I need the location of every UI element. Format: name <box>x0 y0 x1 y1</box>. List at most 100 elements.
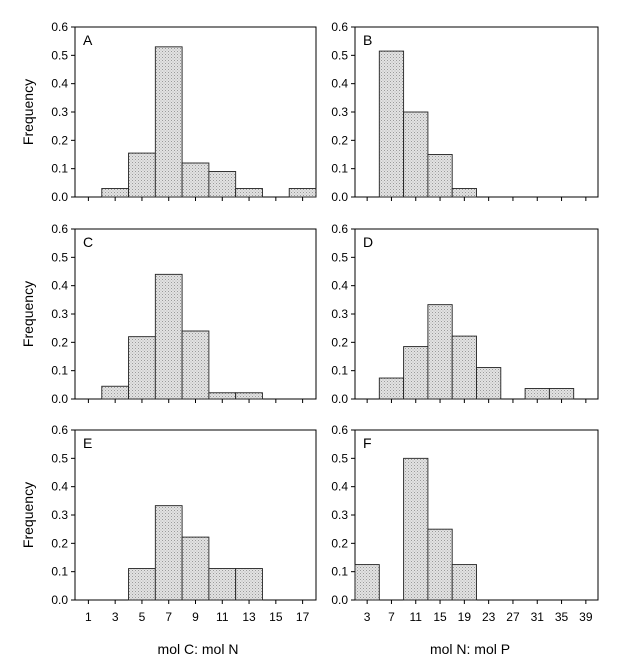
panel-c-bar-4 <box>181 330 210 400</box>
panel-a-ytick-label-3: 0.3 <box>51 105 68 119</box>
panel-d-bar-1 <box>378 377 405 400</box>
panel-d-bar-8 <box>548 388 575 400</box>
panel-b-bar-2 <box>403 111 429 198</box>
panel-a-ytick-label-1: 0.1 <box>51 162 68 176</box>
panel-f-xtick-label-4: 19 <box>458 610 472 624</box>
panel-a-bar-1 <box>101 188 130 198</box>
panel-d-bar-7 <box>524 388 550 400</box>
panel-f-bar-3 <box>403 457 429 601</box>
panel-f-ytick-label-0: 0.0 <box>331 593 348 607</box>
panel-f-xtick-label-3: 15 <box>433 610 447 624</box>
panel-b-bar-3 <box>427 154 453 198</box>
panel-f-ytick-label-6: 0.6 <box>331 423 348 437</box>
panel-a-bar-4 <box>181 162 210 198</box>
panel-c-ytick-label-6: 0.6 <box>51 222 68 236</box>
panel-e-bar-2 <box>154 505 183 601</box>
panel-e-xtick-label-7: 15 <box>269 610 283 624</box>
panel-d-ytick-label-4: 0.4 <box>331 279 348 293</box>
panel-d-bar-5 <box>476 367 502 400</box>
panel-a-ytick-label-5: 0.5 <box>51 48 68 62</box>
panel-a-bar-8 <box>288 188 317 198</box>
panel-e-ytick-label-1: 0.1 <box>51 565 68 579</box>
panel-d-bar-3 <box>427 304 453 400</box>
panel-a-ytick-label-6: 0.6 <box>51 20 68 34</box>
panel-c-ytick-label-5: 0.5 <box>51 250 68 264</box>
panel-d: 0.0 0.1 0.2 0.3 0.4 0.5 0.6 D <box>331 222 599 406</box>
x-axis-title-left: mol C: mol N <box>158 641 239 657</box>
panel-f-ytick-label-5: 0.5 <box>331 451 348 465</box>
panel-e-xtick-label-5: 11 <box>216 610 229 624</box>
panel-f-ytick-label-4: 0.4 <box>331 480 348 494</box>
panel-f-xtick-label-8: 35 <box>555 610 569 624</box>
panel-e-xtick-label-2: 5 <box>139 610 146 624</box>
panel-e-ytick-label-5: 0.5 <box>51 451 68 465</box>
panel-a: 0.0 0.1 0.2 0.3 0.4 0.5 0.6 A Frequency <box>20 20 317 204</box>
panel-e-bar-1 <box>128 568 156 601</box>
panel-e-letter: E <box>83 435 92 451</box>
panel-e-ytick-label-3: 0.3 <box>51 508 68 522</box>
panel-a-bar-3 <box>154 46 183 198</box>
panel-b-ytick-label-6: 0.6 <box>331 20 348 34</box>
panel-e-y-axis-title: Frequency <box>20 482 36 548</box>
panel-b-letter: B <box>363 32 372 48</box>
panel-e-xtick-label-1: 3 <box>112 610 119 624</box>
panel-b-ytick-label-5: 0.5 <box>331 48 348 62</box>
panel-f-ytick-label-1: 0.1 <box>331 565 348 579</box>
panel-e-ytick-label-6: 0.6 <box>51 423 68 437</box>
panel-c-bar-6 <box>235 392 263 400</box>
panel-f-ytick-label-2: 0.2 <box>331 536 348 550</box>
panel-c-ytick-label-2: 0.2 <box>51 335 68 349</box>
panel-d-bar-4 <box>451 335 477 400</box>
panel-d-ytick-label-3: 0.3 <box>331 307 348 321</box>
panel-c-bar-5 <box>208 392 237 400</box>
panel-a-ytick-label-4: 0.4 <box>51 77 68 91</box>
panel-b-ytick-label-0: 0.0 <box>331 190 348 204</box>
panel-f-xtick-label-9: 39 <box>579 610 593 624</box>
panel-f-xtick-label-7: 31 <box>531 610 545 624</box>
panel-c-letter: C <box>83 234 93 250</box>
panel-d-ytick-label-2: 0.2 <box>331 335 348 349</box>
panel-c-bar-1 <box>101 385 130 400</box>
panel-e-ytick-label-2: 0.2 <box>51 536 68 550</box>
panel-a-ytick-label-2: 0.2 <box>51 133 68 147</box>
panel-f-letter: F <box>363 435 372 451</box>
panel-c-ytick-label-0: 0.0 <box>51 392 68 406</box>
panel-d-ytick-label-1: 0.1 <box>331 364 348 378</box>
panel-d-bar-2 <box>403 346 429 400</box>
panel-c-bar-2 <box>128 336 156 400</box>
panel-e: 0.00.10.20.30.40.50.61 3 5 7 9 11 13 15 17EFrequ… <box>20 423 317 624</box>
panel-f-xtick-label-0: 3 <box>364 610 371 624</box>
panel-c-ytick-label-4: 0.4 <box>51 279 68 293</box>
panel-b: 0.0 0.1 0.2 0.3 0.4 0.5 0.6 B <box>331 20 599 204</box>
panel-e-xtick-label-3: 7 <box>165 610 172 624</box>
panel-b-ytick-label-3: 0.3 <box>331 105 348 119</box>
panel-c-ytick-label-1: 0.1 <box>51 364 68 378</box>
panel-a-bar-5 <box>208 171 237 198</box>
panel-e-xtick-label-0: 1 <box>85 610 92 624</box>
panel-e-xtick-label-6: 13 <box>242 610 256 624</box>
panel-f-bar-4 <box>427 528 453 601</box>
panel-e-bar-3 <box>181 536 210 601</box>
panel-e-xtick-label-4: 9 <box>192 610 199 624</box>
panel-f-xtick-label-6: 27 <box>506 610 520 624</box>
x-axis-title-right: mol N: mol P <box>430 641 510 657</box>
panel-d-ytick-label-5: 0.5 <box>331 250 348 264</box>
panel-e-xtick-label-8: 17 <box>296 610 310 624</box>
panel-c-bar-3 <box>154 273 183 400</box>
panel-b-bar-1 <box>378 50 405 198</box>
panel-f-xtick-label-5: 23 <box>482 610 496 624</box>
panel-f-xtick-label-2: 11 <box>410 610 423 624</box>
panel-b-bar-4 <box>451 188 477 198</box>
panel-d-ytick-label-6: 0.6 <box>331 222 348 236</box>
panel-b-ytick-label-1: 0.1 <box>331 162 348 176</box>
panel-c-ytick-label-3: 0.3 <box>51 307 68 321</box>
panel-f-ytick-label-3: 0.3 <box>331 508 348 522</box>
panel-b-ytick-label-2: 0.2 <box>331 133 348 147</box>
panel-c: 0.0 0.1 0.2 0.3 0.4 0.5 0.6 C Frequency <box>20 222 317 406</box>
panel-e-bar-4 <box>208 568 237 601</box>
panel-f-xtick-label-1: 7 <box>388 610 395 624</box>
panel-a-ytick-label-0: 0.0 <box>51 190 68 204</box>
panel-d-letter: D <box>363 234 373 250</box>
panel-d-ytick-label-0: 0.0 <box>331 392 348 406</box>
panel-f-bar-5 <box>451 564 477 601</box>
